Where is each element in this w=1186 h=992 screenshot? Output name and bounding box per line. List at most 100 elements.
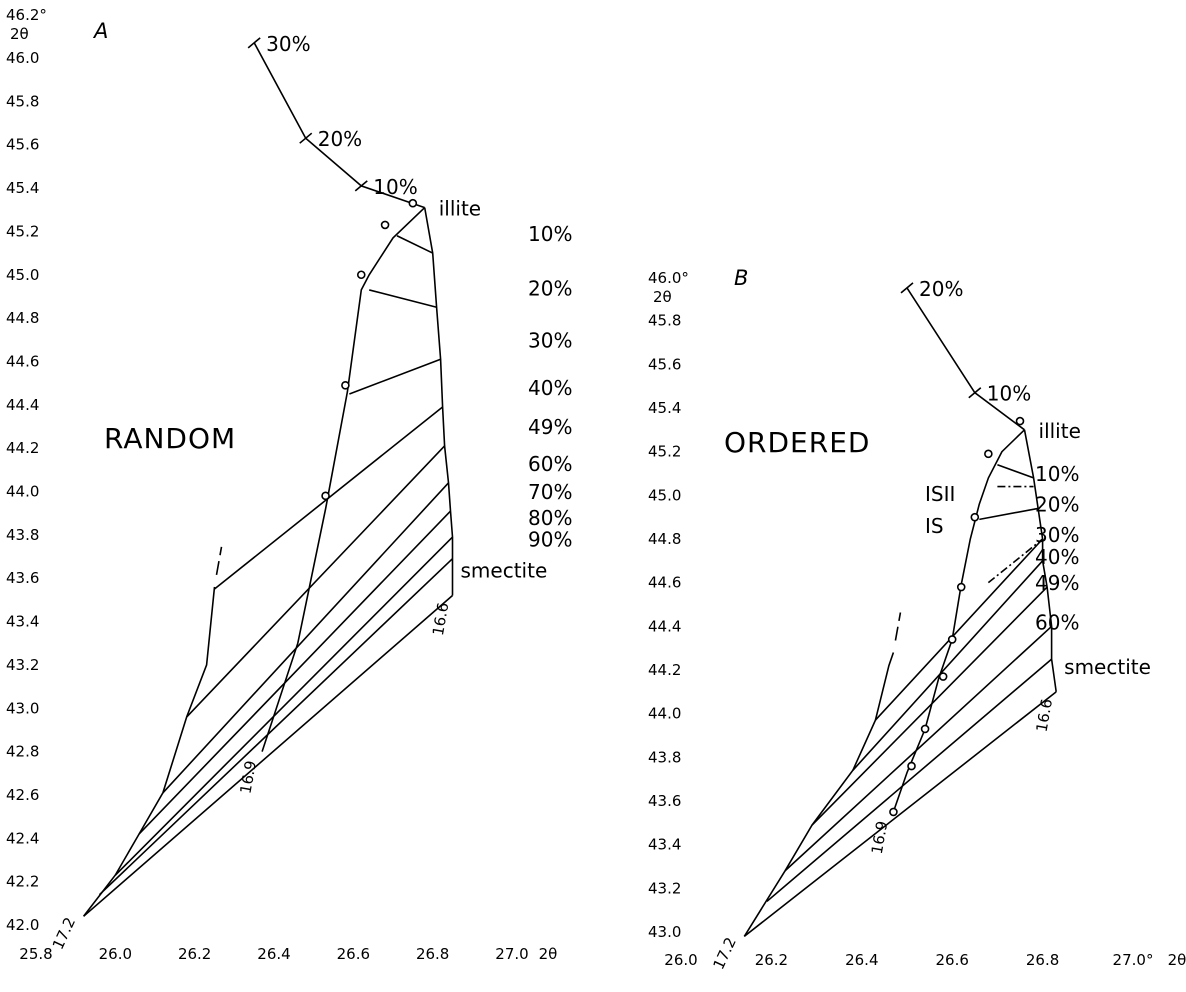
spacing-label-16-6: 16.6 [429,601,453,637]
panel-a-random: 25.8 26.0 26.2 26.4 26.6 26.8 27.0 2θ 42.0 42.2 42… [6,6,572,963]
composition-label: 49% [528,415,572,439]
composition-line [83,594,454,917]
data-point [947,635,957,644]
composition-label: 60% [1035,610,1079,634]
y-tick-label: 44.8 [6,309,39,327]
composition-label: 20% [528,276,572,300]
composition-label: 49% [1035,571,1079,595]
x-tick-label: 26.0 [664,951,697,969]
data-point [970,512,980,522]
panel-b-ordered: 26.0 26.2 26.4 26.6 26.8 27.0° 2θ 43.0 43.2 43.4 4… [648,266,1186,972]
illite-curve-label: 10% [987,382,1031,406]
composition-label: 40% [1035,545,1079,569]
illite-curve-tick [968,387,982,399]
composition-line [997,464,1034,479]
spacing-label-16-6: 16.6 [1033,697,1057,733]
y-tick-label: 44.0 [6,483,39,501]
mode-label: ORDERED [724,426,870,459]
data-point [907,761,916,771]
illite-curve [906,287,1025,431]
y-tick-label: 43.8 [648,748,681,766]
spacing-label-17-2: 17.2 [49,914,79,952]
composition-label: 30% [528,328,572,352]
curve-16-6-edge [423,207,454,596]
curve-16-6-edge [1023,429,1057,692]
smectite-label: smectite [1064,655,1151,679]
y-tick-label: 44.2 [648,661,681,679]
composition-label: 40% [528,376,572,400]
y-tick-label: 45.4 [648,399,681,417]
composition-line [979,507,1039,521]
y-tick-label: 44.4 [648,617,681,635]
illite-curve-tick [247,37,261,49]
y-axis-unit: 2θ [653,288,672,306]
illite-curve-label: 20% [919,277,963,301]
y-tick-label: 42.2 [6,873,39,891]
x-axis-unit: 2θ [1168,951,1186,969]
y-tick-label: 45.6 [6,136,39,154]
x-tick-label: 26.6 [935,951,968,969]
x-tick-label: 26.8 [416,945,449,963]
illite-curve-tick [900,282,914,294]
x-tick-label: 26.8 [1026,951,1059,969]
data-point [889,807,898,817]
y-tick-label: 43.0 [6,699,39,717]
illite-label: illite [439,197,481,221]
x-tick-label: 26.4 [845,951,878,969]
x-tick-label: 26.4 [257,945,290,963]
x-tick-label: 25.8 [19,945,52,963]
y-tick-label: 44.6 [648,574,681,592]
smectite-label: smectite [461,559,548,583]
composition-line [138,510,452,835]
y-tick-label: 42.8 [6,743,39,761]
data-point [956,582,966,592]
x-tick-label: 27.0° [1113,951,1154,969]
panel-letter: B [734,266,748,290]
y-tick-label: 43.4 [648,836,681,854]
illite-curve-tick [354,180,368,192]
spacing-label-16-9: 16.9 [868,819,892,855]
y-tick-label: 43.2 [648,879,681,897]
spacing-label-17-2: 17.2 [709,934,739,972]
composition-line [743,691,1057,937]
y-axis-top-label: 46.0° [648,269,689,287]
dashed-extension [215,546,223,576]
curve-17-2 [82,586,216,917]
mode-label: RANDOM [104,422,236,455]
y-tick-label: 42.4 [6,829,39,847]
x-axis-unit: 2θ [539,945,558,963]
composition-line [811,586,1048,826]
composition-label: 20% [1035,492,1079,516]
x-tick-label: 26.2 [755,951,788,969]
y-tick-label: 45.8 [6,92,39,110]
y-tick-label: 43.8 [6,526,39,544]
curve-16-9 [261,207,426,752]
y-tick-label: 45.6 [648,355,681,373]
illite-curve-tick [299,132,313,144]
data-point [920,724,930,734]
y-tick-label: 44.8 [648,530,681,548]
y-tick-label: 45.4 [6,179,39,197]
data-point [321,491,330,501]
x-tick-label: 27.0 [495,945,528,963]
y-tick-label: 45.2 [648,443,681,461]
composition-line [396,235,434,254]
composition-label: 90% [528,528,572,552]
composition-line [852,560,1044,771]
y-tick-label: 44.6 [6,352,39,370]
composition-line [349,358,441,395]
y-tick-label: 45.0 [6,266,39,284]
y-axis-top-label: 46.2° [6,6,47,24]
composition-line [874,538,1044,721]
illite-curve [253,42,425,209]
composition-line [186,445,446,718]
y-tick-label: 43.6 [648,792,681,810]
data-point [408,198,418,208]
y-tick-label: 43.2 [6,656,39,674]
y-axis-unit: 2θ [10,25,29,43]
curve-17-2 [743,652,895,937]
composition-line [784,625,1053,872]
x-tick-label: 26.2 [178,945,211,963]
data-point [938,672,948,681]
